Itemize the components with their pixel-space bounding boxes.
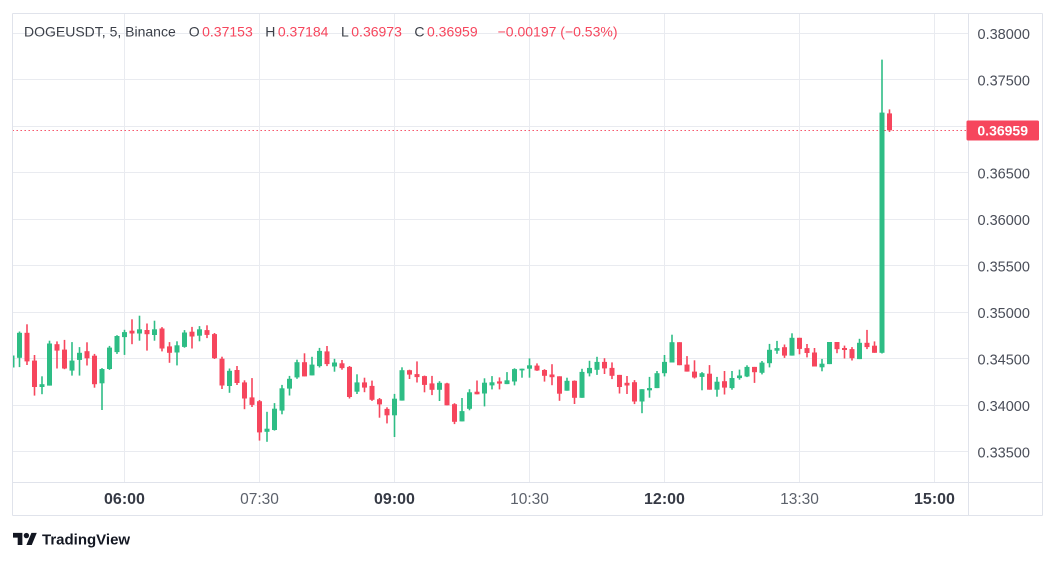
- svg-text:0.38000: 0.38000: [978, 27, 1030, 43]
- svg-text:0.36959: 0.36959: [977, 122, 1028, 138]
- svg-text:0.36000: 0.36000: [978, 213, 1030, 229]
- svg-text:09:00: 09:00: [374, 491, 415, 508]
- svg-text:06:00: 06:00: [104, 491, 145, 508]
- svg-text:0.37500: 0.37500: [978, 74, 1030, 90]
- svg-text:0.35500: 0.35500: [978, 260, 1030, 276]
- svg-text:TradingView: TradingView: [42, 531, 130, 548]
- svg-text:0.36500: 0.36500: [978, 167, 1030, 183]
- svg-text:07:30: 07:30: [240, 491, 279, 508]
- svg-text:15:00: 15:00: [914, 491, 955, 508]
- svg-text:0.34500: 0.34500: [978, 353, 1030, 369]
- svg-text:13:30: 13:30: [780, 491, 819, 508]
- svg-text:10:30: 10:30: [510, 491, 549, 508]
- svg-text:0.35000: 0.35000: [978, 306, 1030, 322]
- svg-text:12:00: 12:00: [644, 491, 685, 508]
- svg-text:0.34000: 0.34000: [978, 399, 1030, 415]
- svg-text:0.33500: 0.33500: [978, 446, 1030, 462]
